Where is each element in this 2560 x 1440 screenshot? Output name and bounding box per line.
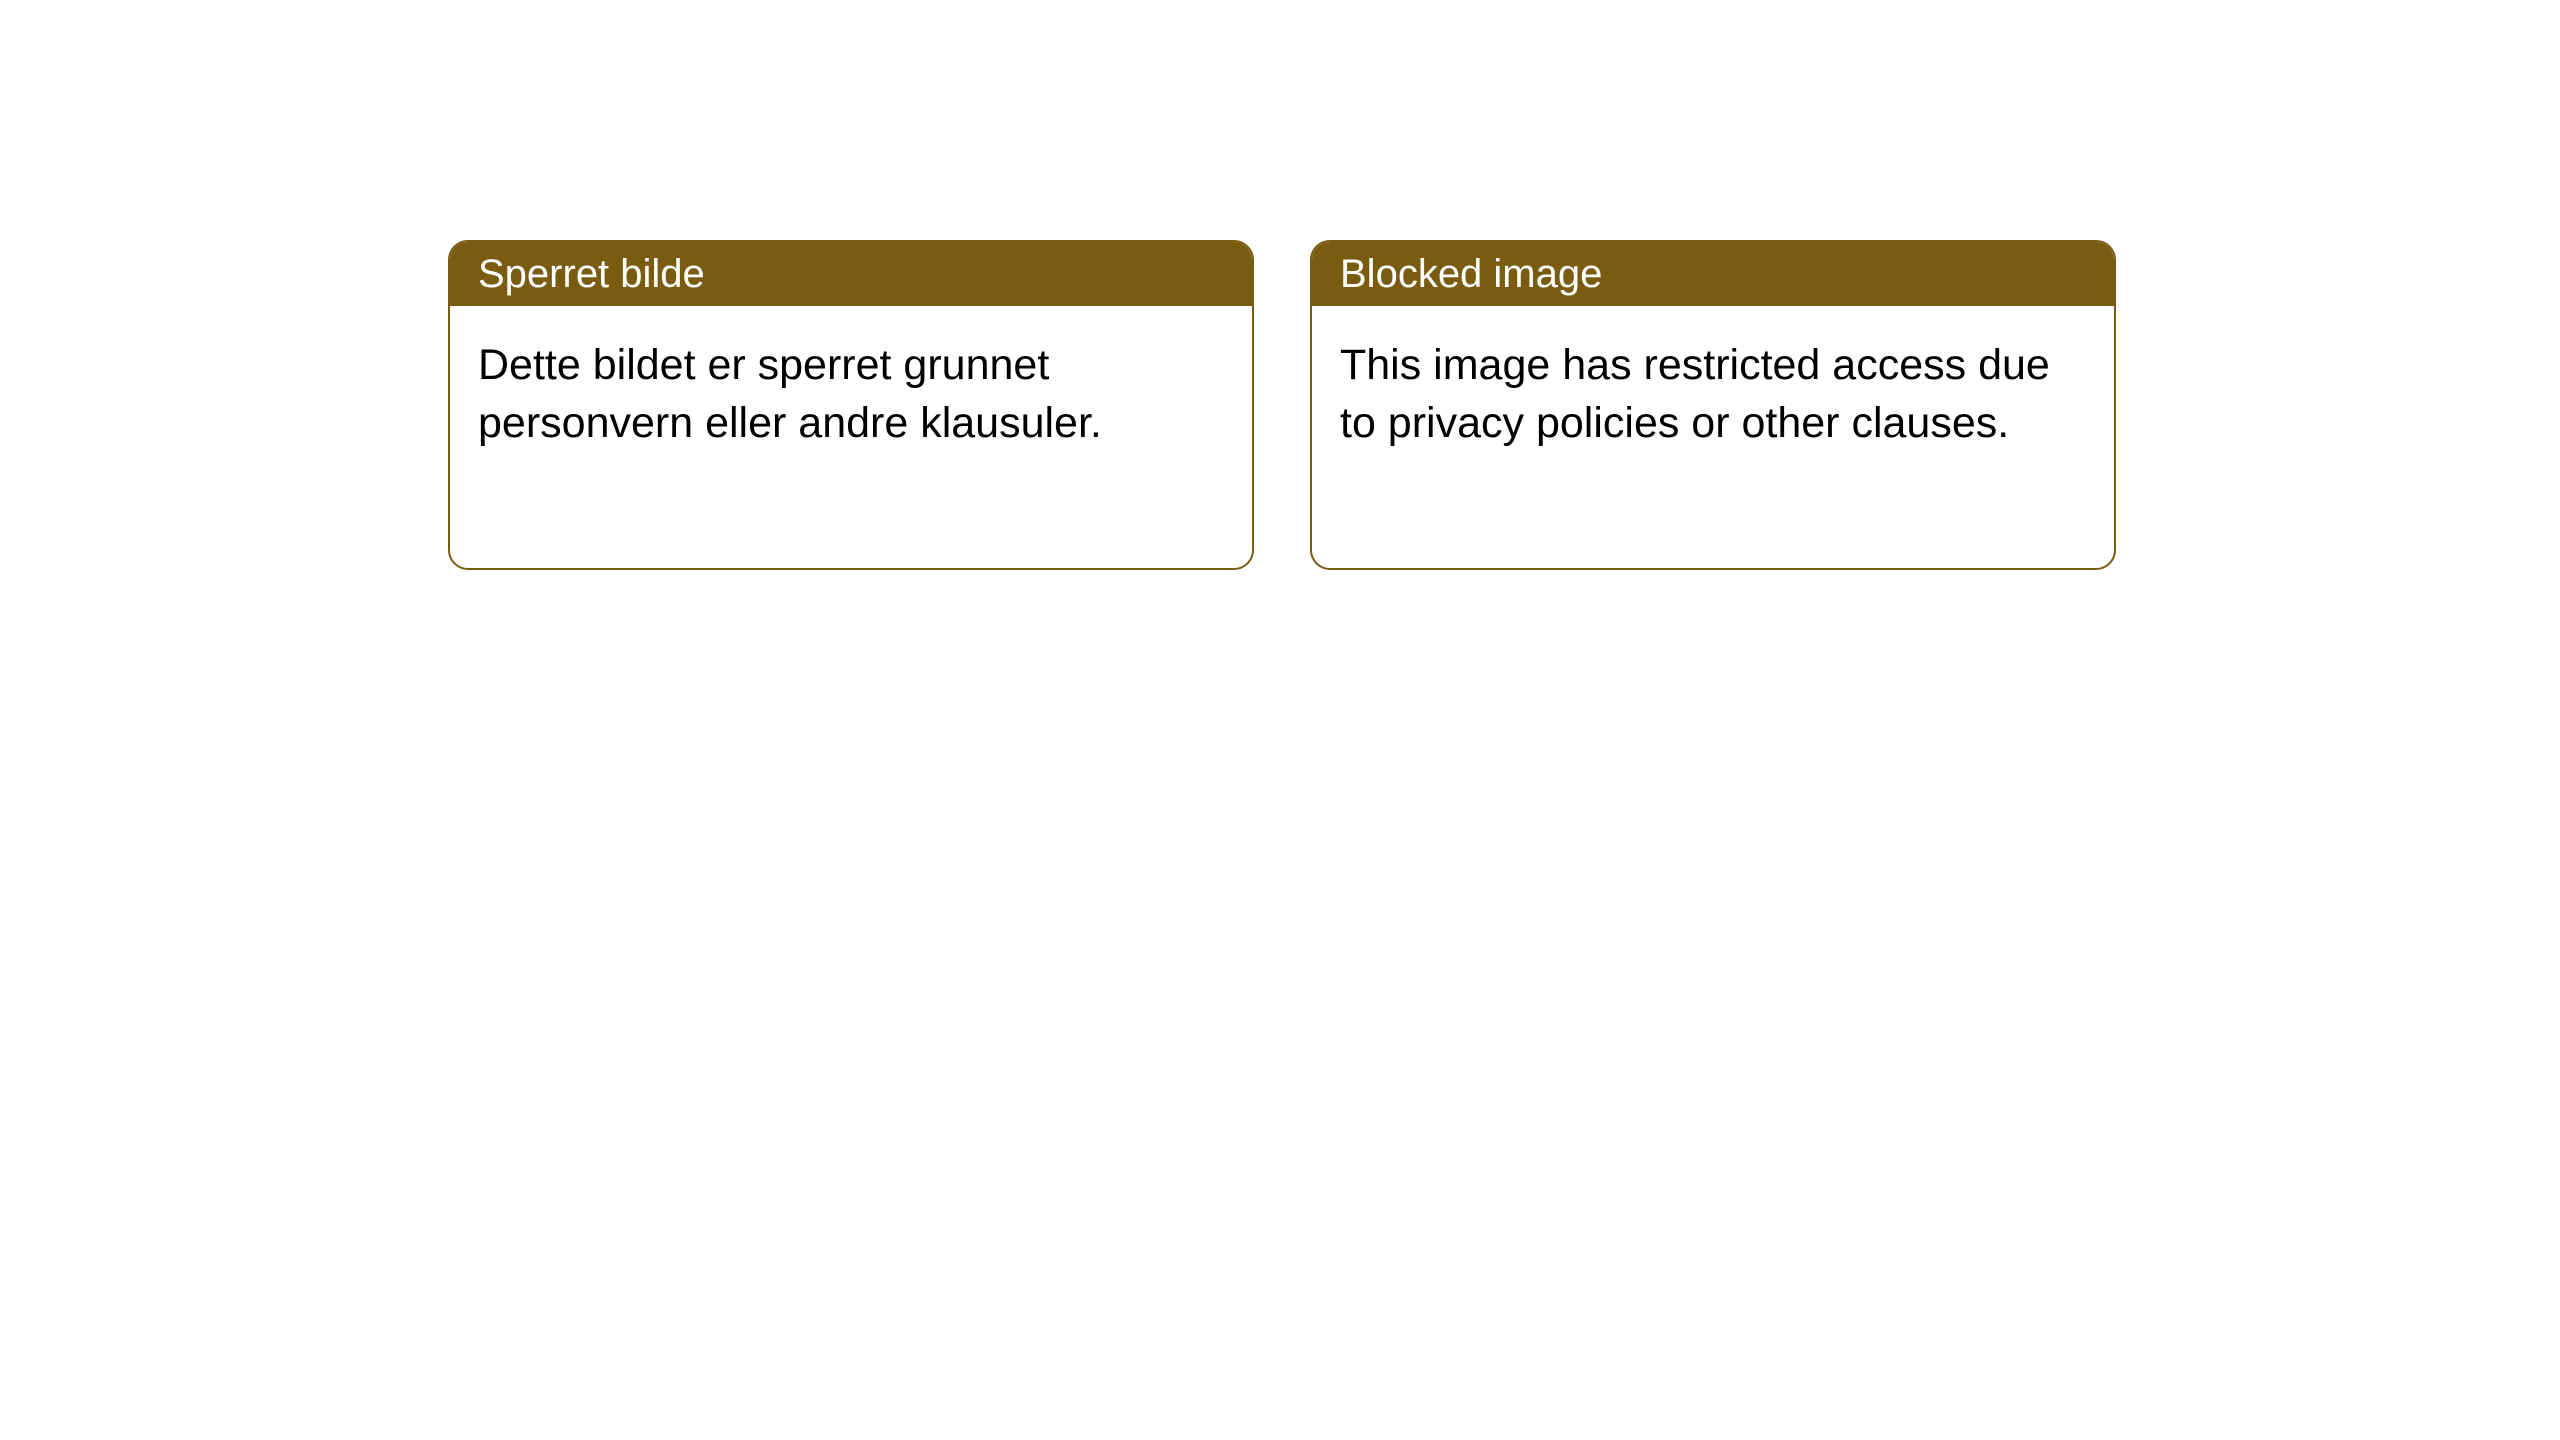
notice-body-en: This image has restricted access due to … [1312,306,2114,568]
notice-card-en: Blocked image This image has restricted … [1310,240,2116,570]
notice-title-en: Blocked image [1312,242,2114,306]
notice-card-no: Sperret bilde Dette bildet er sperret gr… [448,240,1254,570]
notice-container: Sperret bilde Dette bildet er sperret gr… [0,0,2560,570]
notice-body-no: Dette bildet er sperret grunnet personve… [450,306,1252,568]
notice-title-no: Sperret bilde [450,242,1252,306]
